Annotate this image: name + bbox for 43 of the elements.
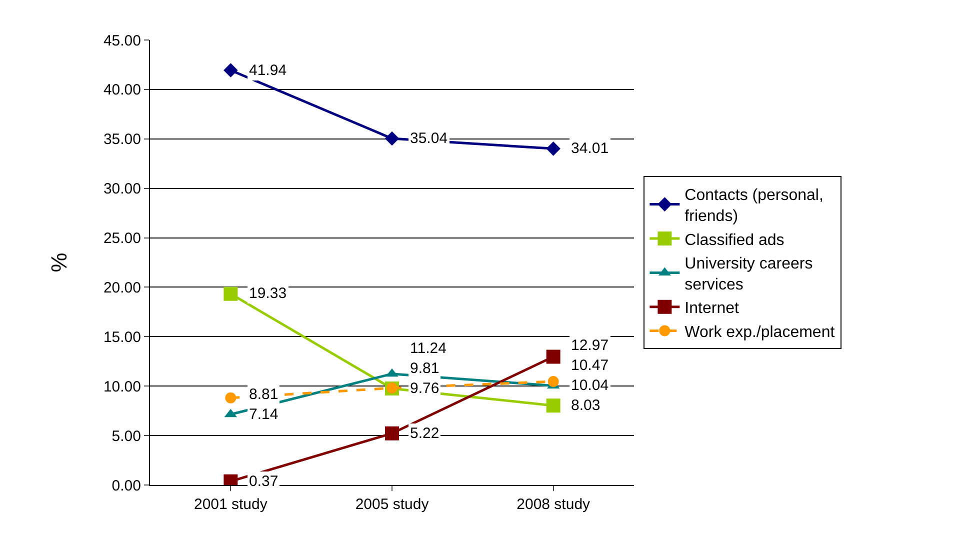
point	[224, 63, 238, 78]
y-tick-label: 15.00	[103, 328, 141, 346]
data-label: 0.37	[249, 473, 278, 490]
y-tick-label: 25.00	[103, 230, 141, 248]
data-label: 8.81	[249, 386, 278, 403]
point	[385, 426, 399, 440]
legend-label: Contacts (personal, friends)	[684, 187, 824, 225]
y-tick-label: 35.00	[103, 131, 141, 148]
data-label: 8.03	[571, 397, 600, 414]
legend-label: Classified ads	[684, 232, 784, 249]
data-label: 10.47	[571, 357, 609, 374]
point	[546, 142, 560, 156]
x-tick-label: 2005 study	[355, 496, 430, 513]
data-label: 11.24	[410, 340, 446, 357]
data-label: 9.76	[410, 380, 440, 397]
x-tick-label: 2008 study	[516, 496, 591, 513]
y-tick-label: 30.00	[103, 180, 141, 198]
y-tick-label: 5.00	[112, 428, 141, 445]
point	[224, 286, 238, 301]
data-label: 7.14	[249, 406, 278, 423]
data-label: 19.33	[249, 285, 287, 302]
legend-label: Internet	[684, 300, 740, 318]
y-tick-label: 0.00	[112, 477, 141, 494]
data-label: 9.81	[410, 360, 440, 377]
data-label: 12.97	[571, 337, 609, 354]
x-tick-label: 2001 study	[194, 496, 268, 513]
y-tick-label: 10.00	[103, 378, 141, 396]
point	[546, 350, 560, 364]
data-label: 35.04	[410, 130, 448, 147]
data-label: 34.01	[571, 140, 609, 157]
point	[548, 376, 559, 387]
point	[546, 398, 560, 413]
y-tick-label: 45.00	[103, 32, 141, 50]
y-axis-title: %	[46, 252, 72, 272]
data-label: 10.04	[571, 377, 609, 394]
y-tick-label: 20.00	[103, 279, 141, 296]
y-tick-label: 40.00	[103, 82, 141, 99]
data-label: 5.22	[410, 425, 440, 442]
point	[384, 131, 400, 146]
legend-label: University careers services	[684, 256, 813, 294]
point	[225, 392, 236, 404]
legend-label: Work exp./placement	[684, 324, 836, 341]
data-label: 41.94	[249, 62, 287, 79]
